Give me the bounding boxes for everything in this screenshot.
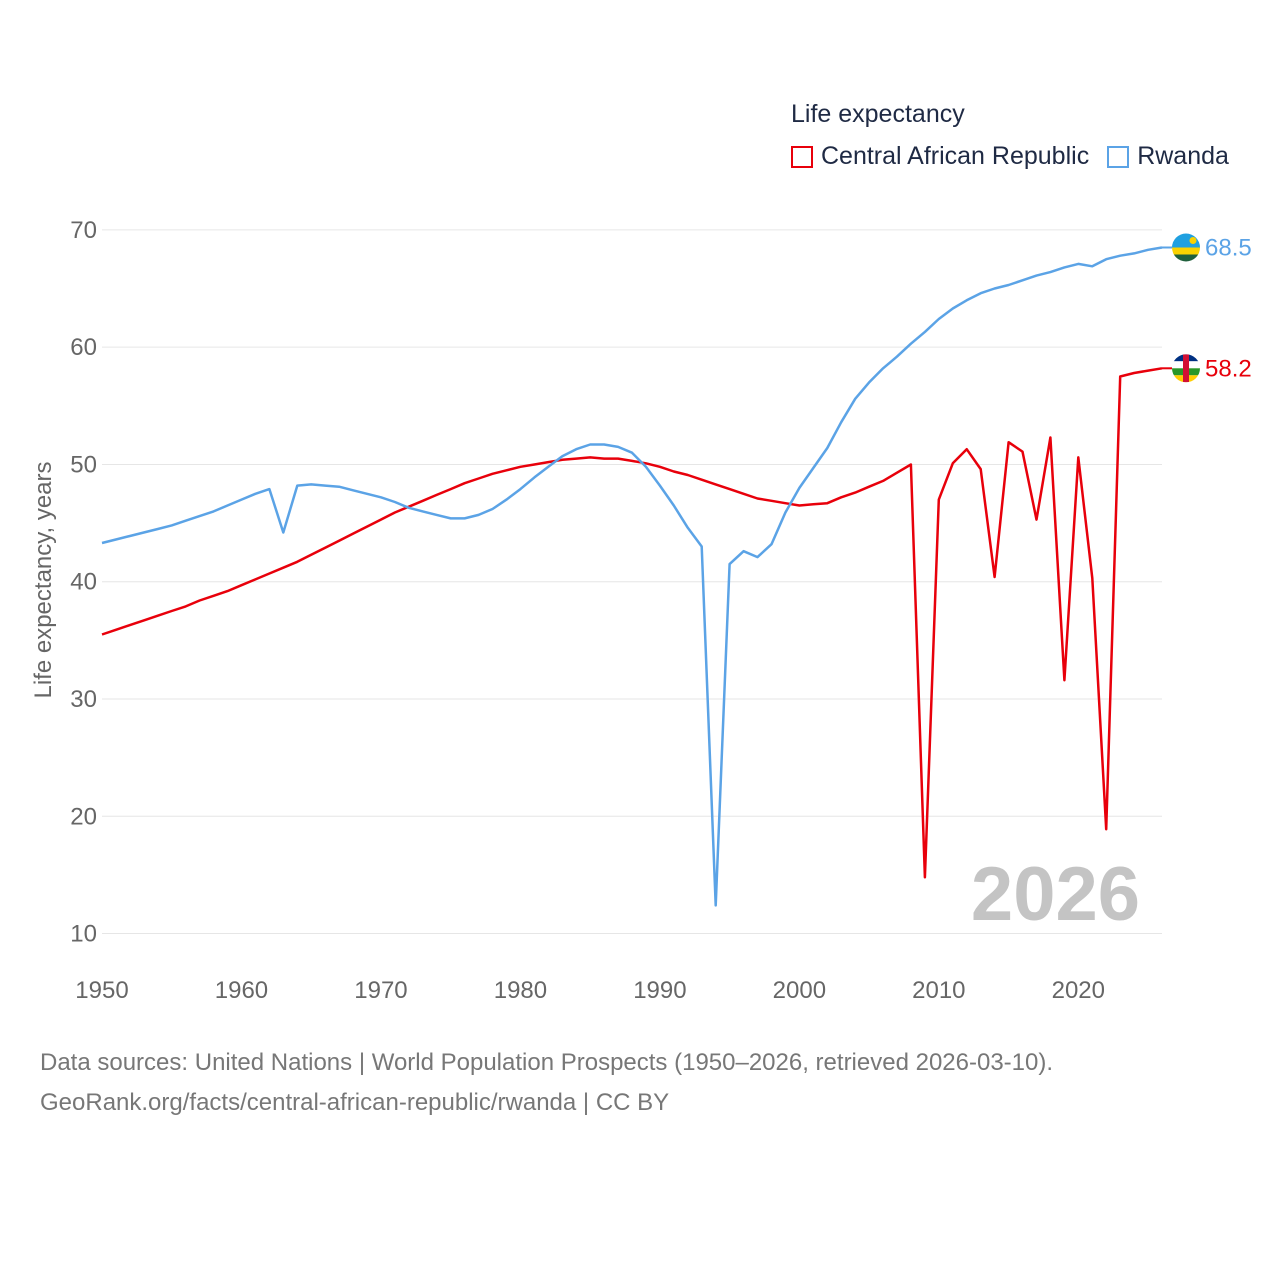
series-line-rwanda xyxy=(101,246,1163,907)
x-tick-label-1960: 1960 xyxy=(215,977,268,1004)
y-tick-label-50: 50 xyxy=(70,451,97,478)
flag-central-african-republic-icon xyxy=(1172,354,1200,383)
source-line-2[interactable]: GeoRank.org/facts/central-african-republ… xyxy=(40,1089,670,1116)
legend: Central African Republic Rwanda xyxy=(791,142,1247,171)
end-label-rwanda: 68.5 xyxy=(1205,235,1252,262)
y-axis-title: Life expectancy, years xyxy=(30,461,57,698)
x-tick-label-1990: 1990 xyxy=(633,977,686,1004)
series-line-car xyxy=(101,367,1163,879)
y-tick-label-10: 10 xyxy=(70,921,97,948)
x-tick-label-1950: 1950 xyxy=(75,977,128,1004)
legend-item-rwanda[interactable]: Rwanda xyxy=(1107,142,1229,171)
legend-swatch-rwanda xyxy=(1107,145,1130,168)
y-tick-label-30: 30 xyxy=(70,686,97,713)
y-tick-label-20: 20 xyxy=(70,803,97,830)
x-tick-label-2000: 2000 xyxy=(773,977,826,1004)
legend-label-car: Central African Republic xyxy=(821,142,1090,170)
y-tick-label-70: 70 xyxy=(70,217,97,244)
legend-title: Life expectancy xyxy=(791,100,965,128)
x-tick-label-2010: 2010 xyxy=(912,977,965,1004)
legend-swatch-car xyxy=(791,145,813,168)
legend-item-car[interactable]: Central African Republic xyxy=(791,142,1089,171)
source-line-1: Data sources: United Nations | World Pop… xyxy=(40,1049,1054,1076)
end-label-car: 58.2 xyxy=(1205,355,1252,382)
x-tick-label-1970: 1970 xyxy=(354,977,407,1004)
source-note: Data sources: United Nations | World Pop… xyxy=(40,1043,1053,1123)
flag-rwanda-icon xyxy=(1172,233,1200,262)
y-tick-label-60: 60 xyxy=(70,334,97,361)
year-watermark: 2026 xyxy=(971,852,1140,937)
y-tick-label-40: 40 xyxy=(70,569,97,596)
x-tick-label-2020: 2020 xyxy=(1052,977,1105,1004)
x-tick-label-1980: 1980 xyxy=(494,977,547,1004)
legend-label-rwanda: Rwanda xyxy=(1137,142,1229,170)
